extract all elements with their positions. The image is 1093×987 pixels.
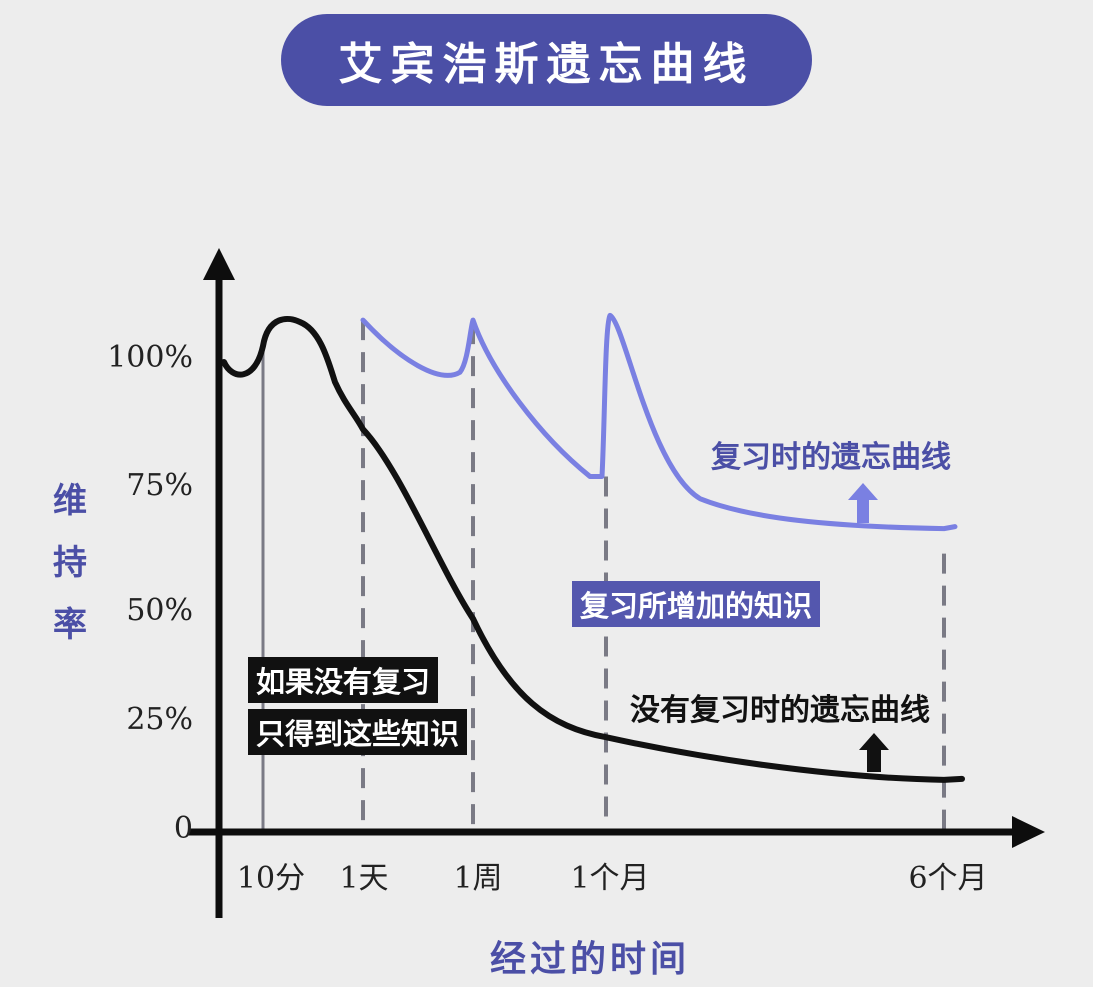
x-tick-label: 1天 bbox=[339, 861, 389, 896]
y-axis-arrowhead bbox=[203, 248, 235, 280]
review-gain-box: 复习所增加的知识 bbox=[572, 581, 821, 627]
no-review-curve-label: 没有复习时的遗忘曲线 bbox=[630, 693, 930, 728]
y-tick-label: 75% bbox=[126, 468, 193, 503]
x-tick-label: 1周 bbox=[453, 861, 503, 896]
curves bbox=[221, 312, 965, 783]
no-review-box-line1: 如果没有复习 bbox=[248, 657, 439, 703]
chart-title: 艾宾浩斯遗忘曲线 bbox=[281, 14, 812, 106]
y-tick-label: 25% bbox=[126, 702, 193, 737]
y-tick-label: 100% bbox=[107, 340, 193, 375]
y-tick-label: 50% bbox=[126, 593, 193, 628]
label-arrows bbox=[848, 483, 889, 772]
curve-with-review bbox=[360, 312, 958, 532]
curve-no-review bbox=[221, 316, 965, 783]
y-tick-label: 0 bbox=[173, 811, 193, 846]
y-axis-title-char: 率 bbox=[53, 605, 87, 645]
x-tick-label: 6个月 bbox=[908, 861, 988, 896]
no-review-box-line2: 只得到这些知识 bbox=[248, 709, 468, 755]
x-axis-arrowhead bbox=[1012, 816, 1045, 848]
axes bbox=[188, 248, 1045, 918]
review-label-arrow bbox=[848, 483, 878, 523]
y-axis-title-char: 持 bbox=[53, 543, 87, 583]
no-review-label-arrow bbox=[859, 733, 889, 772]
y-axis-title: 维 持 率 bbox=[46, 470, 94, 656]
y-axis-title-char: 维 bbox=[53, 481, 87, 521]
x-axis-title: 经过的时间 bbox=[489, 939, 690, 980]
x-tick-label: 10分 bbox=[236, 861, 306, 896]
x-tick-label: 1个月 bbox=[570, 861, 650, 896]
review-curve-label: 复习时的遗忘曲线 bbox=[711, 440, 951, 475]
